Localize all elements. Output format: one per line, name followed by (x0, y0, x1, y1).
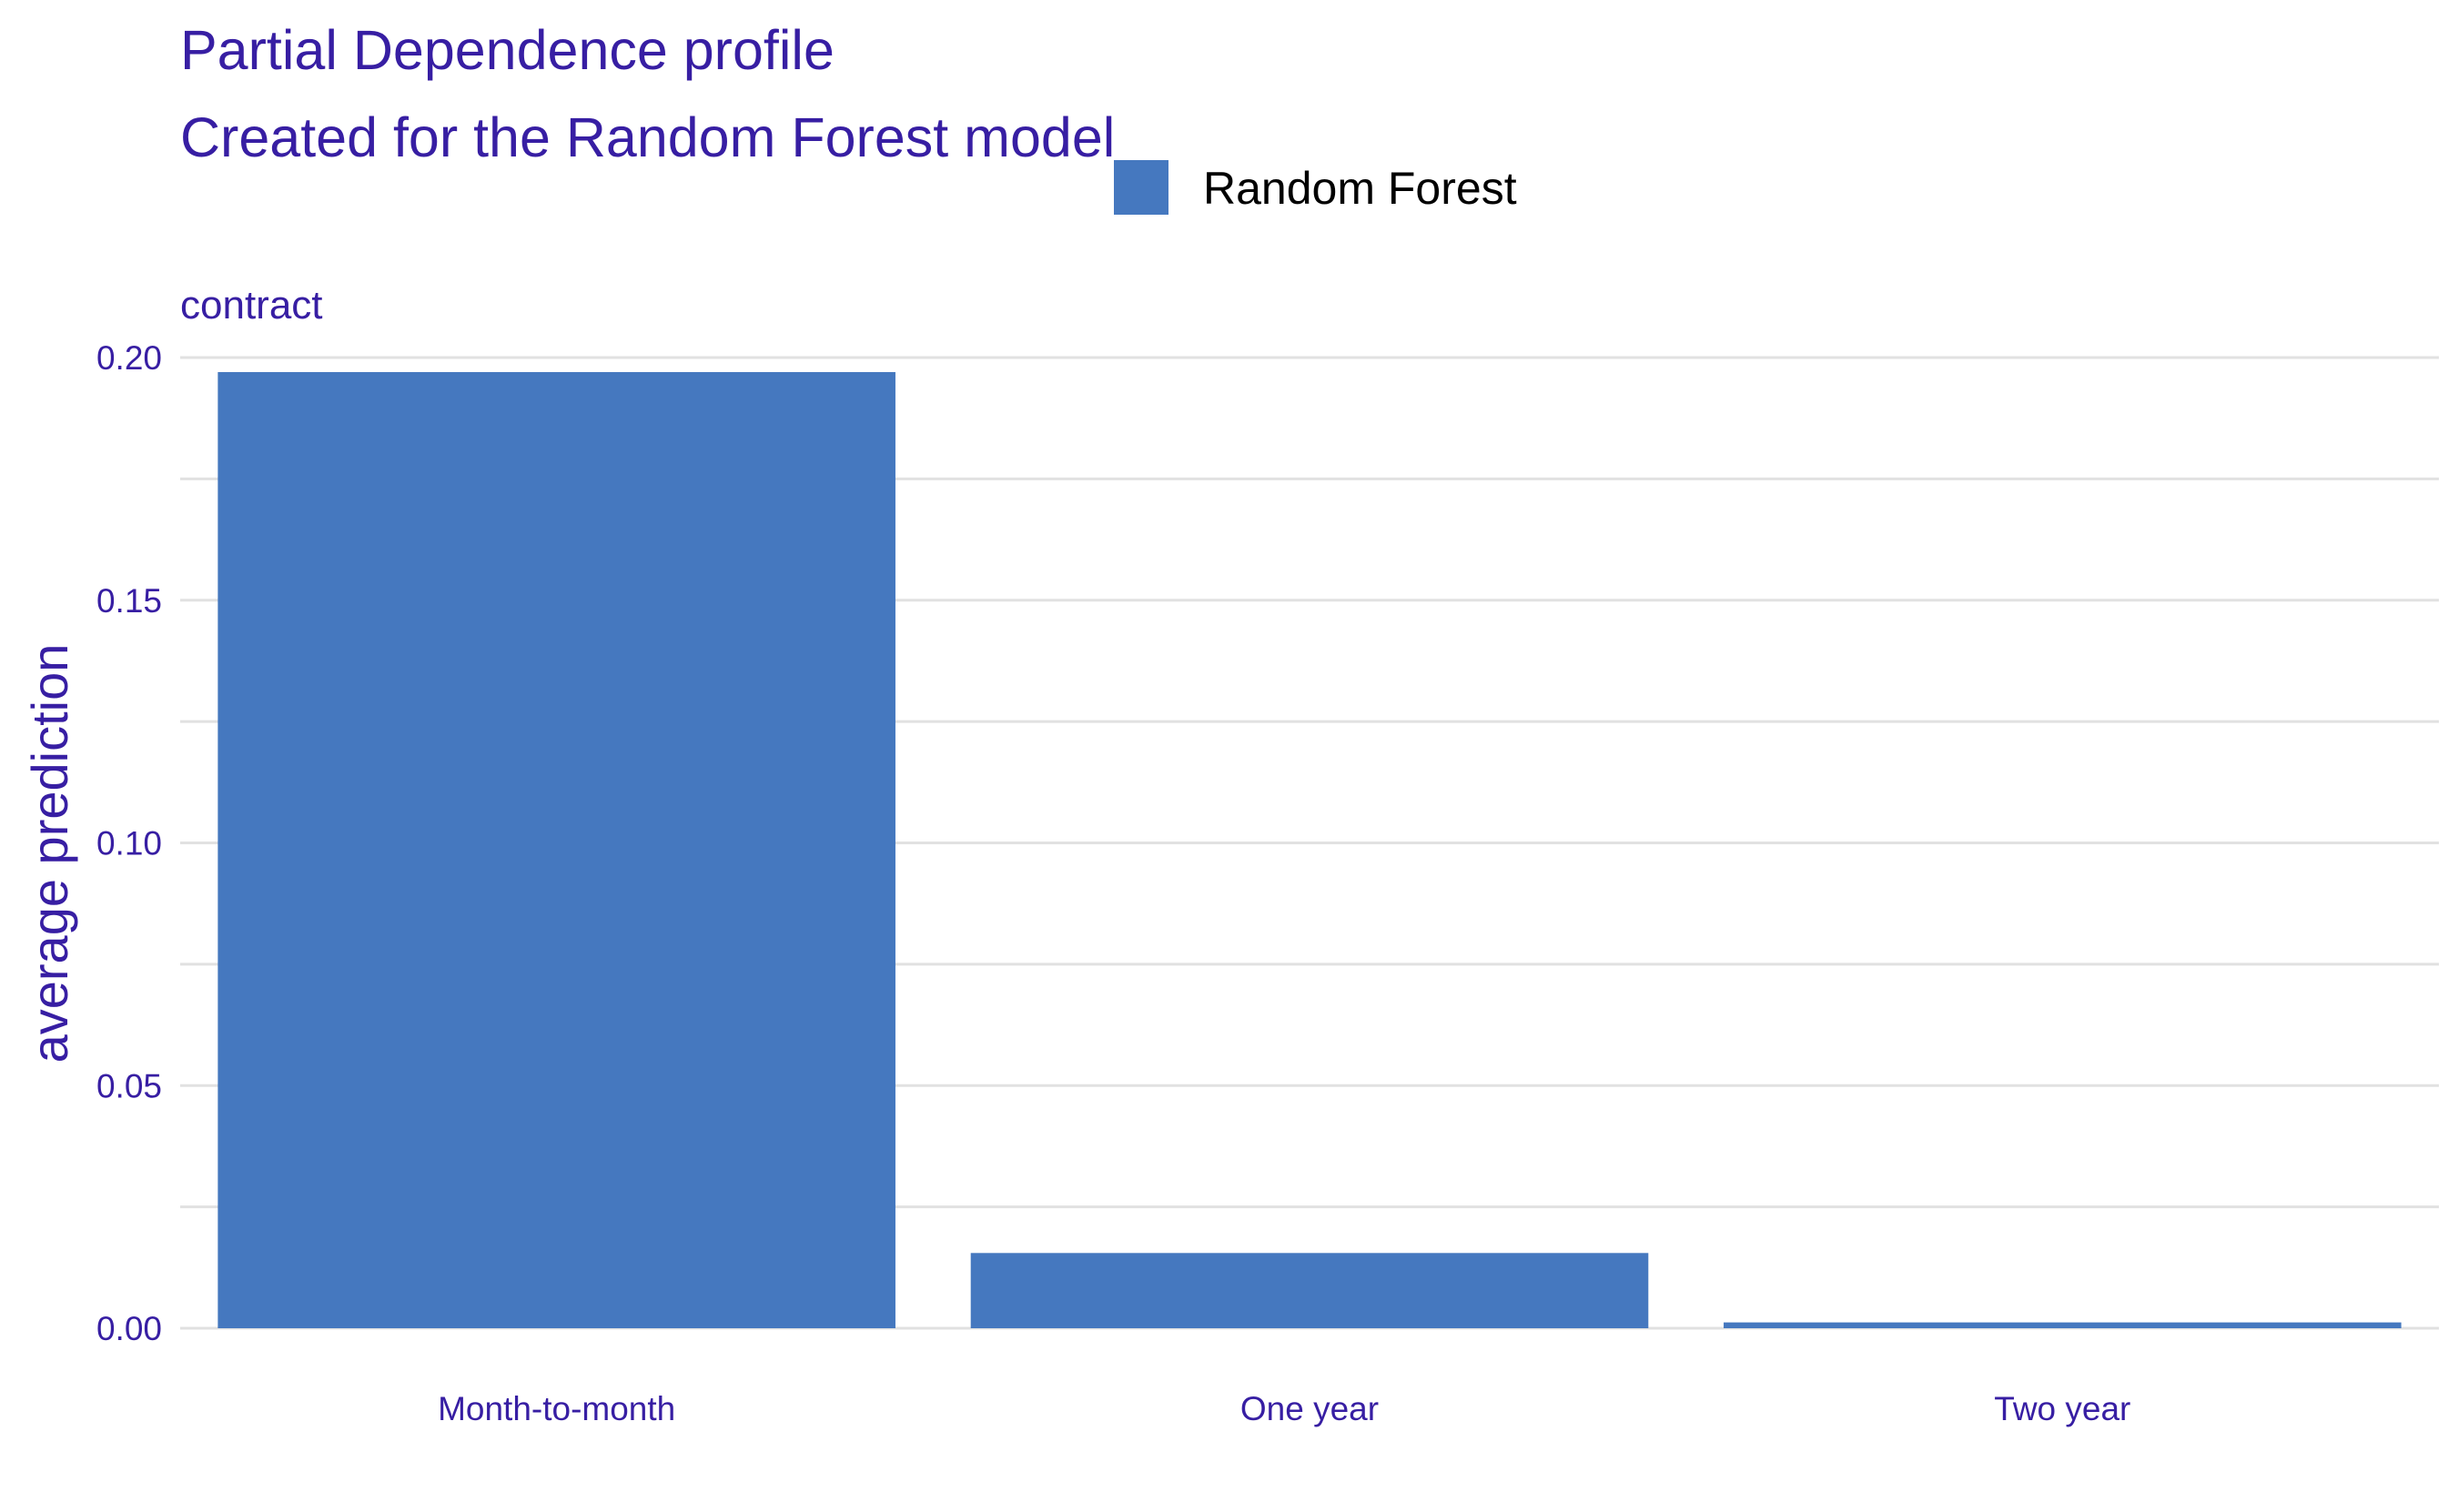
x-tick-label: Two year (1994, 1390, 2130, 1427)
legend-swatch (1114, 160, 1168, 215)
bar-month-to-month (217, 372, 895, 1328)
y-tick-label: 0.20 (96, 339, 162, 377)
y-tick-label: 0.05 (96, 1067, 162, 1104)
chart-subtitle: Created for the Random Forest model (180, 106, 1115, 168)
x-tick-label: Month-to-month (438, 1390, 675, 1427)
legend-label: Random Forest (1203, 163, 1517, 214)
facet-label: contract (180, 283, 323, 328)
chart-title: Partial Dependence profile (180, 19, 835, 81)
legend: Random Forest (1114, 160, 1517, 215)
y-axis-label: average prediction (21, 644, 78, 1063)
bars (217, 372, 2402, 1328)
y-tick-label: 0.15 (96, 582, 162, 620)
y-tick-label: 0.10 (96, 825, 162, 862)
y-tick-label: 0.00 (96, 1310, 162, 1347)
bar-one-year (970, 1253, 1649, 1328)
y-axis-ticks: 0.00 0.05 0.10 0.15 0.20 (96, 339, 162, 1347)
bar-two-year (1724, 1322, 2402, 1328)
x-axis-ticks: Month-to-month One year Two year (438, 1390, 2130, 1427)
x-tick-label: One year (1240, 1390, 1379, 1427)
